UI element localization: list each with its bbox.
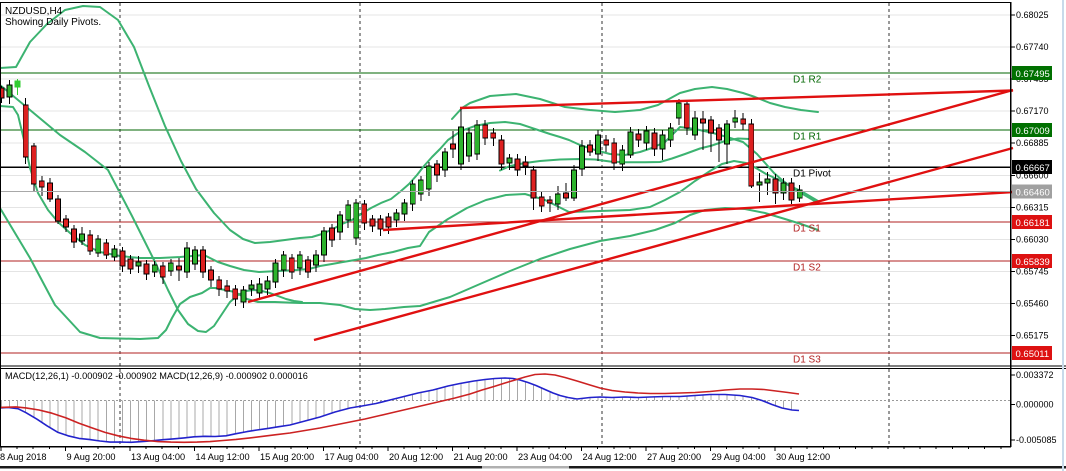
svg-text:0.66460: 0.66460 — [1016, 187, 1050, 198]
svg-text:29 Aug 04:00: 29 Aug 04:00 — [712, 452, 766, 462]
svg-text:0.66667: 0.66667 — [1016, 163, 1050, 174]
svg-text:0.67495: 0.67495 — [1016, 69, 1050, 80]
svg-text:0.000000: 0.000000 — [1016, 400, 1054, 410]
svg-text:0.66315: 0.66315 — [1016, 203, 1049, 213]
svg-text:27 Aug 20:00: 27 Aug 20:00 — [647, 452, 701, 462]
svg-text:-0.005085: -0.005085 — [1016, 435, 1057, 445]
svg-text:D1 S3: D1 S3 — [793, 355, 821, 366]
svg-text:17 Aug 04:00: 17 Aug 04:00 — [325, 452, 379, 462]
svg-text:0.66181: 0.66181 — [1016, 218, 1050, 229]
svg-text:20 Aug 12:00: 20 Aug 12:00 — [389, 452, 443, 462]
svg-text:0.003372: 0.003372 — [1016, 370, 1054, 380]
svg-text:8 Aug 2018: 8 Aug 2018 — [0, 452, 47, 462]
svg-text:0.66885: 0.66885 — [1016, 138, 1049, 148]
svg-text:D1 S1: D1 S1 — [793, 224, 821, 235]
svg-text:D1 R1: D1 R1 — [793, 132, 822, 143]
svg-text:D1 R2: D1 R2 — [793, 75, 822, 86]
svg-text:Showing Daily Pivots.: Showing Daily Pivots. — [5, 17, 101, 28]
svg-text:0.65011: 0.65011 — [1016, 349, 1050, 360]
svg-text:0.65839: 0.65839 — [1016, 257, 1050, 268]
svg-text:21 Aug 20:00: 21 Aug 20:00 — [454, 452, 508, 462]
svg-text:0.67170: 0.67170 — [1016, 106, 1049, 116]
svg-text:D1 S2: D1 S2 — [793, 263, 821, 274]
svg-text:0.68025: 0.68025 — [1016, 10, 1049, 20]
svg-text:0.65745: 0.65745 — [1016, 267, 1049, 277]
svg-text:0.66600: 0.66600 — [1016, 171, 1049, 181]
svg-text:23 Aug 04:00: 23 Aug 04:00 — [518, 452, 572, 462]
svg-text:30 Aug 12:00: 30 Aug 12:00 — [776, 452, 830, 462]
svg-text:MACD(12,26,1) -0.000902 -0.000: MACD(12,26,1) -0.000902 -0.000902 MACD(1… — [5, 371, 308, 381]
svg-text:NZDUSD,H4: NZDUSD,H4 — [5, 6, 63, 17]
svg-text:13 Aug 04:00: 13 Aug 04:00 — [131, 452, 185, 462]
svg-text:15 Aug 20:00: 15 Aug 20:00 — [260, 452, 314, 462]
svg-text:9 Aug 20:00: 9 Aug 20:00 — [67, 452, 116, 462]
svg-text:0.66030: 0.66030 — [1016, 235, 1049, 245]
svg-text:D1 Pivot: D1 Pivot — [793, 169, 831, 180]
svg-text:0.67740: 0.67740 — [1016, 42, 1049, 52]
svg-text:0.65460: 0.65460 — [1016, 299, 1049, 309]
svg-text:0.65175: 0.65175 — [1016, 331, 1049, 341]
svg-text:14 Aug 12:00: 14 Aug 12:00 — [196, 452, 250, 462]
svg-text:24 Aug 12:00: 24 Aug 12:00 — [583, 452, 637, 462]
svg-text:0.67009: 0.67009 — [1016, 126, 1050, 137]
